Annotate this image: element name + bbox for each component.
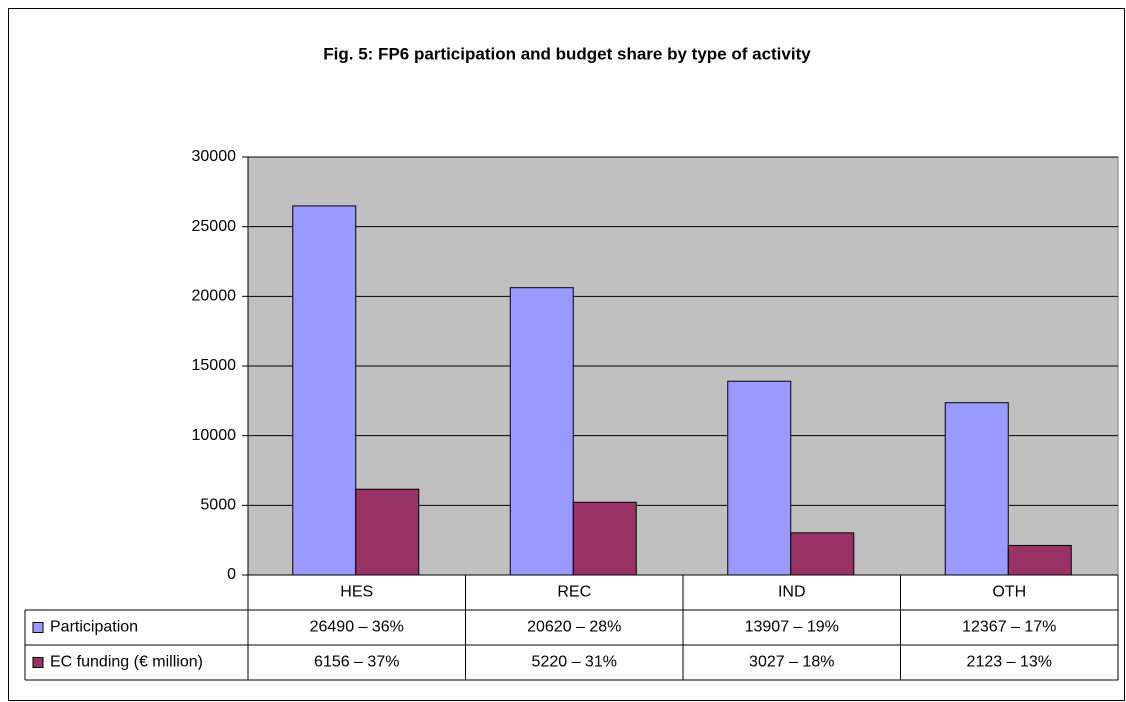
legend-label: EC funding (€ million) [50,654,203,671]
data-label: 3027 – 18% [749,654,834,671]
y-tick-label: 25000 [192,218,237,235]
bar [790,532,855,576]
chart-title: Fig. 5: FP6 participation and budget sha… [323,44,811,63]
legend-swatch [32,657,44,668]
data-label: 6156 – 37% [314,654,399,671]
data-label: 5220 – 31% [532,654,617,671]
x-tick-label: REC [557,584,591,601]
bar [292,205,357,576]
x-tick-label: HES [340,584,373,601]
legend-swatch [32,622,44,633]
y-tick-label: 10000 [192,427,237,444]
x-tick-label: IND [778,584,806,601]
data-label: 12367 – 17% [962,619,1056,636]
data-label: 2123 – 13% [967,654,1052,671]
x-tick-label: OTH [992,584,1026,601]
bar [1007,544,1072,576]
legend-label: Participation [50,619,138,636]
data-label: 26490 – 36% [310,619,404,636]
bar [727,380,792,576]
data-label: 20620 – 28% [527,619,621,636]
y-tick-label: 5000 [200,497,236,514]
bar [572,501,637,576]
bar [944,402,1009,576]
y-tick-label: 15000 [192,357,237,374]
y-tick-label: 0 [227,566,236,583]
bar [355,488,420,576]
data-label: 13907 – 19% [745,619,839,636]
y-tick-label: 30000 [192,148,237,165]
y-tick-label: 20000 [192,288,237,305]
bar [509,287,574,576]
